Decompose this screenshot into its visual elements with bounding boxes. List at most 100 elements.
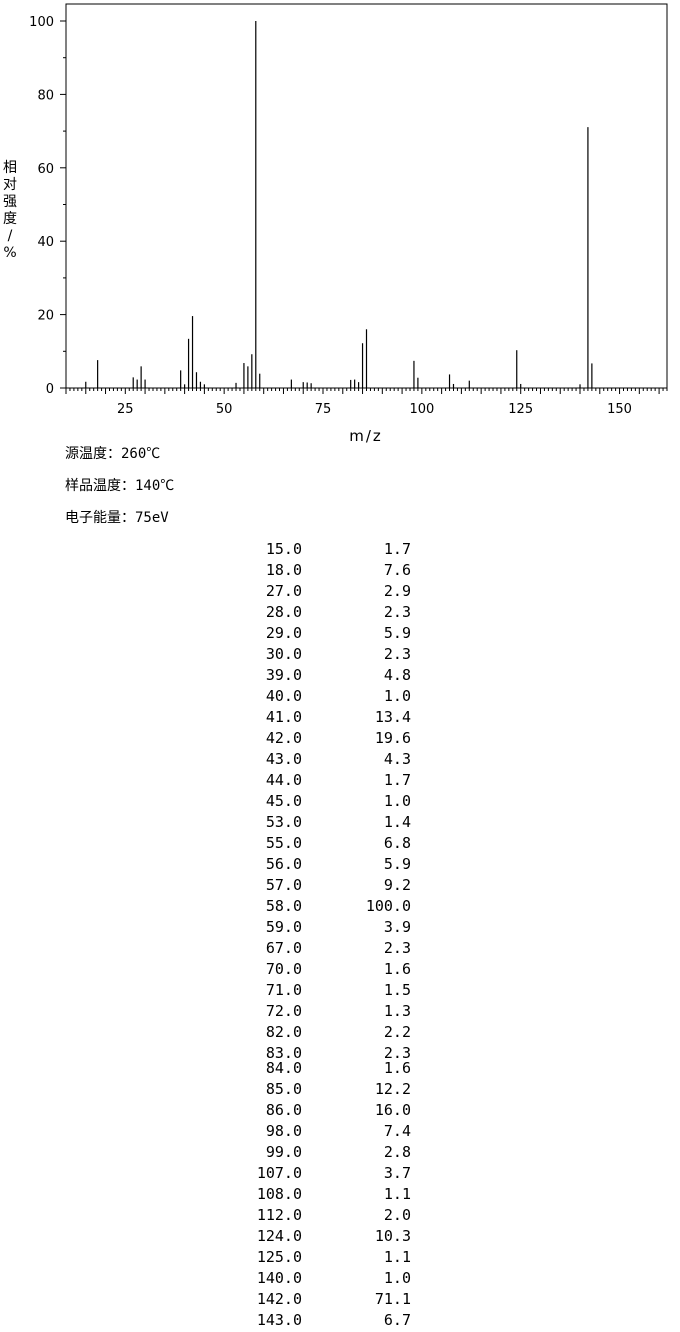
y-tick-label: 0 (46, 382, 54, 397)
table-row: 45.0 1.0 (200, 792, 420, 813)
intensity-value: 1.0 (383, 687, 411, 705)
intensity-value: 3.7 (383, 1164, 411, 1182)
mz-value: 41.0 (265, 708, 302, 726)
y-axis-label-char: 相 (3, 160, 17, 176)
intensity-value: 1.7 (383, 771, 411, 789)
table-row: 53.0 1.4 (200, 813, 420, 834)
intensity-value: 12.2 (374, 1080, 411, 1098)
intensity-value: 6.8 (383, 834, 411, 852)
table-row: 86.0 16.0 (200, 1101, 420, 1122)
mz-value: 30.0 (265, 645, 302, 663)
mz-value: 83.0 (265, 1044, 302, 1062)
table-row: 59.0 3.9 (200, 918, 420, 939)
x-tick-label: 50 (216, 402, 233, 417)
intensity-value: 100.0 (365, 897, 411, 915)
y-axis-label-char: / (7, 228, 13, 244)
table-row: 83.0 2.3 (200, 1044, 420, 1065)
table-row: 67.0 2.3 (200, 939, 420, 960)
mz-value: 142.0 (256, 1290, 302, 1308)
intensity-value: 1.6 (383, 960, 411, 978)
intensity-value: 2.3 (383, 1044, 411, 1062)
mz-value: 42.0 (265, 729, 302, 747)
intensity-value: 2.0 (383, 1206, 411, 1224)
intensity-value: 1.1 (383, 1248, 411, 1266)
mz-value: 124.0 (256, 1227, 302, 1245)
x-tick-label: 100 (409, 402, 434, 417)
mass-spectrum-chart: 25 50 75 100 125 150 0 20 40 60 80 100 m/z (29, 3, 668, 445)
mz-value: 18.0 (265, 561, 302, 579)
table-row: 143.0 6.7 (200, 1311, 420, 1332)
table-row: 124.0 10.3 (200, 1227, 420, 1248)
table-row: 39.0 4.8 (200, 666, 420, 687)
mz-value: 15.0 (265, 540, 302, 558)
mz-value: 27.0 (265, 582, 302, 600)
intensity-value: 4.8 (383, 666, 411, 684)
sample-temperature: 样品温度：140℃ (65, 478, 175, 494)
mz-value: 58.0 (265, 897, 302, 915)
mz-value: 56.0 (265, 855, 302, 873)
intensity-value: 4.3 (383, 750, 411, 768)
intensity-value: 1.0 (383, 792, 411, 810)
intensity-value: 2.9 (383, 582, 411, 600)
mz-value: 112.0 (256, 1206, 302, 1224)
table-row: 56.0 5.9 (200, 855, 420, 876)
mz-value: 44.0 (265, 771, 302, 789)
mz-value: 39.0 (265, 666, 302, 684)
table-row: 42.0 19.6 (200, 729, 420, 750)
intensity-value: 13.4 (374, 708, 411, 726)
mz-value: 28.0 (265, 603, 302, 621)
intensity-value: 5.9 (383, 624, 411, 642)
table-row: 71.0 1.5 (200, 981, 420, 1002)
mz-value: 45.0 (265, 792, 302, 810)
x-tick-label: 125 (508, 402, 533, 417)
intensity-value: 2.8 (383, 1143, 411, 1161)
mz-value: 85.0 (265, 1080, 302, 1098)
intensity-value: 71.1 (374, 1290, 411, 1308)
table-row: 140.0 1.0 (200, 1269, 420, 1290)
table-row: 58.0 100.0 (200, 897, 420, 918)
intensity-value: 2.2 (383, 1023, 411, 1041)
intensity-value: 9.2 (383, 876, 411, 894)
table-row: 125.0 1.1 (200, 1248, 420, 1269)
mz-value: 29.0 (265, 624, 302, 642)
y-axis-label-char: 对 (3, 177, 17, 193)
mz-value: 53.0 (265, 813, 302, 831)
intensity-value: 1.7 (383, 540, 411, 558)
mz-value: 59.0 (265, 918, 302, 936)
mz-value: 140.0 (256, 1269, 302, 1287)
y-axis: 0 20 40 60 80 100 (29, 15, 66, 397)
table-row: 44.0 1.7 (200, 771, 420, 792)
intensity-value: 1.1 (383, 1185, 411, 1203)
intensity-value: 7.6 (383, 561, 411, 579)
intensity-value: 1.5 (383, 981, 411, 999)
mz-value: 43.0 (265, 750, 302, 768)
x-axis: 25 50 75 100 125 150 (65, 388, 668, 417)
mz-value: 107.0 (256, 1164, 302, 1182)
table-row: 99.0 2.8 (200, 1143, 420, 1164)
spectrum-bars (85, 21, 593, 388)
intensity-value: 3.9 (383, 918, 411, 936)
source-temperature: 源温度：260℃ (65, 446, 161, 462)
intensity-value: 1.3 (383, 1002, 411, 1020)
table-row: 40.0 1.0 (200, 687, 420, 708)
mz-value: 40.0 (265, 687, 302, 705)
table-row: 84.0 1.6 (200, 1059, 420, 1080)
intensity-value: 1.0 (383, 1269, 411, 1287)
mz-value: 71.0 (265, 981, 302, 999)
intensity-value: 1.6 (383, 1059, 411, 1077)
table-row: 29.0 5.9 (200, 624, 420, 645)
y-tick-label: 60 (37, 162, 54, 177)
intensity-value: 2.3 (383, 939, 411, 957)
electron-energy: 电子能量：75eV (65, 510, 169, 526)
table-row: 72.0 1.3 (200, 1002, 420, 1023)
intensity-value: 7.4 (383, 1122, 411, 1140)
table-row: 57.0 9.2 (200, 876, 420, 897)
y-axis-label: 相对强度 /% (2, 160, 18, 262)
table-row: 98.0 7.4 (200, 1122, 420, 1143)
table-row: 41.0 13.4 (200, 708, 420, 729)
x-tick-label: 75 (315, 402, 332, 417)
table-row: 30.0 2.3 (200, 645, 420, 666)
table-row: 108.0 1.1 (200, 1185, 420, 1206)
intensity-value: 5.9 (383, 855, 411, 873)
table-row: 43.0 4.3 (200, 750, 420, 771)
